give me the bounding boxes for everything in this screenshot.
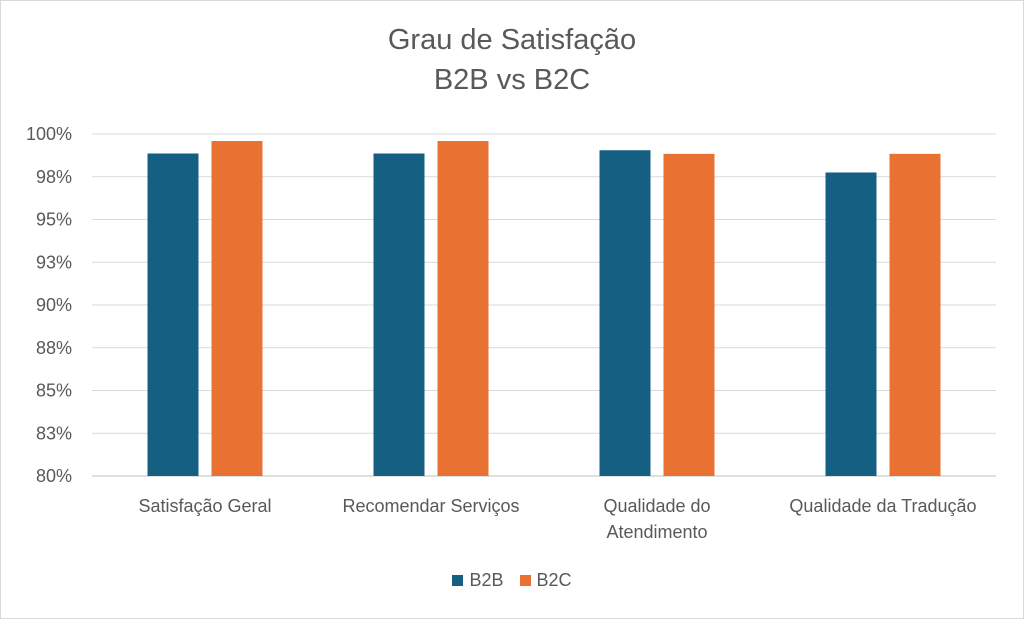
chart-legend: B2B B2C bbox=[0, 570, 1024, 591]
x-category-label: Qualidade da Tradução bbox=[789, 496, 976, 516]
legend-label-b2c: B2C bbox=[536, 570, 572, 590]
chart-title-line-2: B2B vs B2C bbox=[433, 64, 591, 96]
legend-swatch-b2c bbox=[519, 575, 531, 586]
y-tick-label: 98% bbox=[36, 167, 72, 187]
legend-label-b2b: B2B bbox=[469, 570, 504, 590]
bar-b2b-0 bbox=[147, 153, 199, 476]
legend-swatch-b2b bbox=[452, 575, 464, 586]
x-category-label: Satisfação Geral bbox=[138, 496, 271, 516]
bar-b2b-1 bbox=[373, 153, 425, 476]
legend-item-b2b: B2B bbox=[452, 570, 504, 591]
x-category-label: Atendimento bbox=[606, 522, 707, 542]
y-tick-label: 100% bbox=[26, 124, 72, 144]
bar-b2c-3 bbox=[889, 153, 941, 476]
x-category-label: Qualidade do bbox=[603, 496, 710, 516]
y-tick-label: 85% bbox=[36, 381, 72, 401]
y-tick-label: 93% bbox=[36, 252, 72, 272]
bar-b2b-2 bbox=[599, 150, 651, 476]
legend-item-b2c: B2C bbox=[519, 570, 572, 591]
y-tick-label: 83% bbox=[36, 423, 72, 443]
y-tick-label: 80% bbox=[36, 466, 72, 486]
y-tick-label: 90% bbox=[36, 295, 72, 315]
y-tick-label: 88% bbox=[36, 338, 72, 358]
bar-b2b-3 bbox=[825, 172, 877, 476]
bar-b2c-1 bbox=[437, 141, 489, 477]
x-category-label: Recomendar Serviços bbox=[342, 496, 519, 516]
chart-title-line-1: Grau de Satisfação bbox=[387, 24, 637, 56]
bar-b2c-2 bbox=[663, 153, 715, 476]
bar-b2c-0 bbox=[211, 141, 263, 477]
y-tick-label: 95% bbox=[36, 210, 72, 230]
